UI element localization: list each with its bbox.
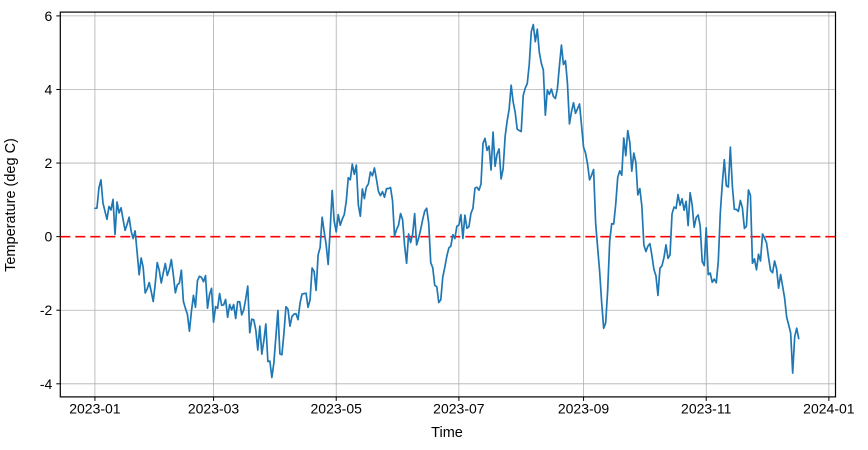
svg-text:2023-11: 2023-11: [681, 400, 732, 416]
svg-text:0: 0: [45, 229, 53, 245]
svg-text:6: 6: [45, 8, 53, 24]
svg-text:-2: -2: [40, 302, 53, 318]
svg-text:2024-01: 2024-01: [803, 400, 855, 416]
svg-text:4: 4: [45, 81, 53, 97]
svg-text:2023-07: 2023-07: [433, 400, 485, 416]
svg-text:2023-03: 2023-03: [188, 400, 240, 416]
svg-text:2023-01: 2023-01: [69, 400, 121, 416]
svg-text:2: 2: [45, 155, 53, 171]
svg-text:Time: Time: [431, 425, 463, 441]
svg-text:-4: -4: [40, 376, 53, 392]
svg-text:2023-05: 2023-05: [311, 400, 363, 416]
svg-text:Temperature (deg C): Temperature (deg C): [3, 138, 19, 272]
svg-text:2023-09: 2023-09: [558, 400, 610, 416]
